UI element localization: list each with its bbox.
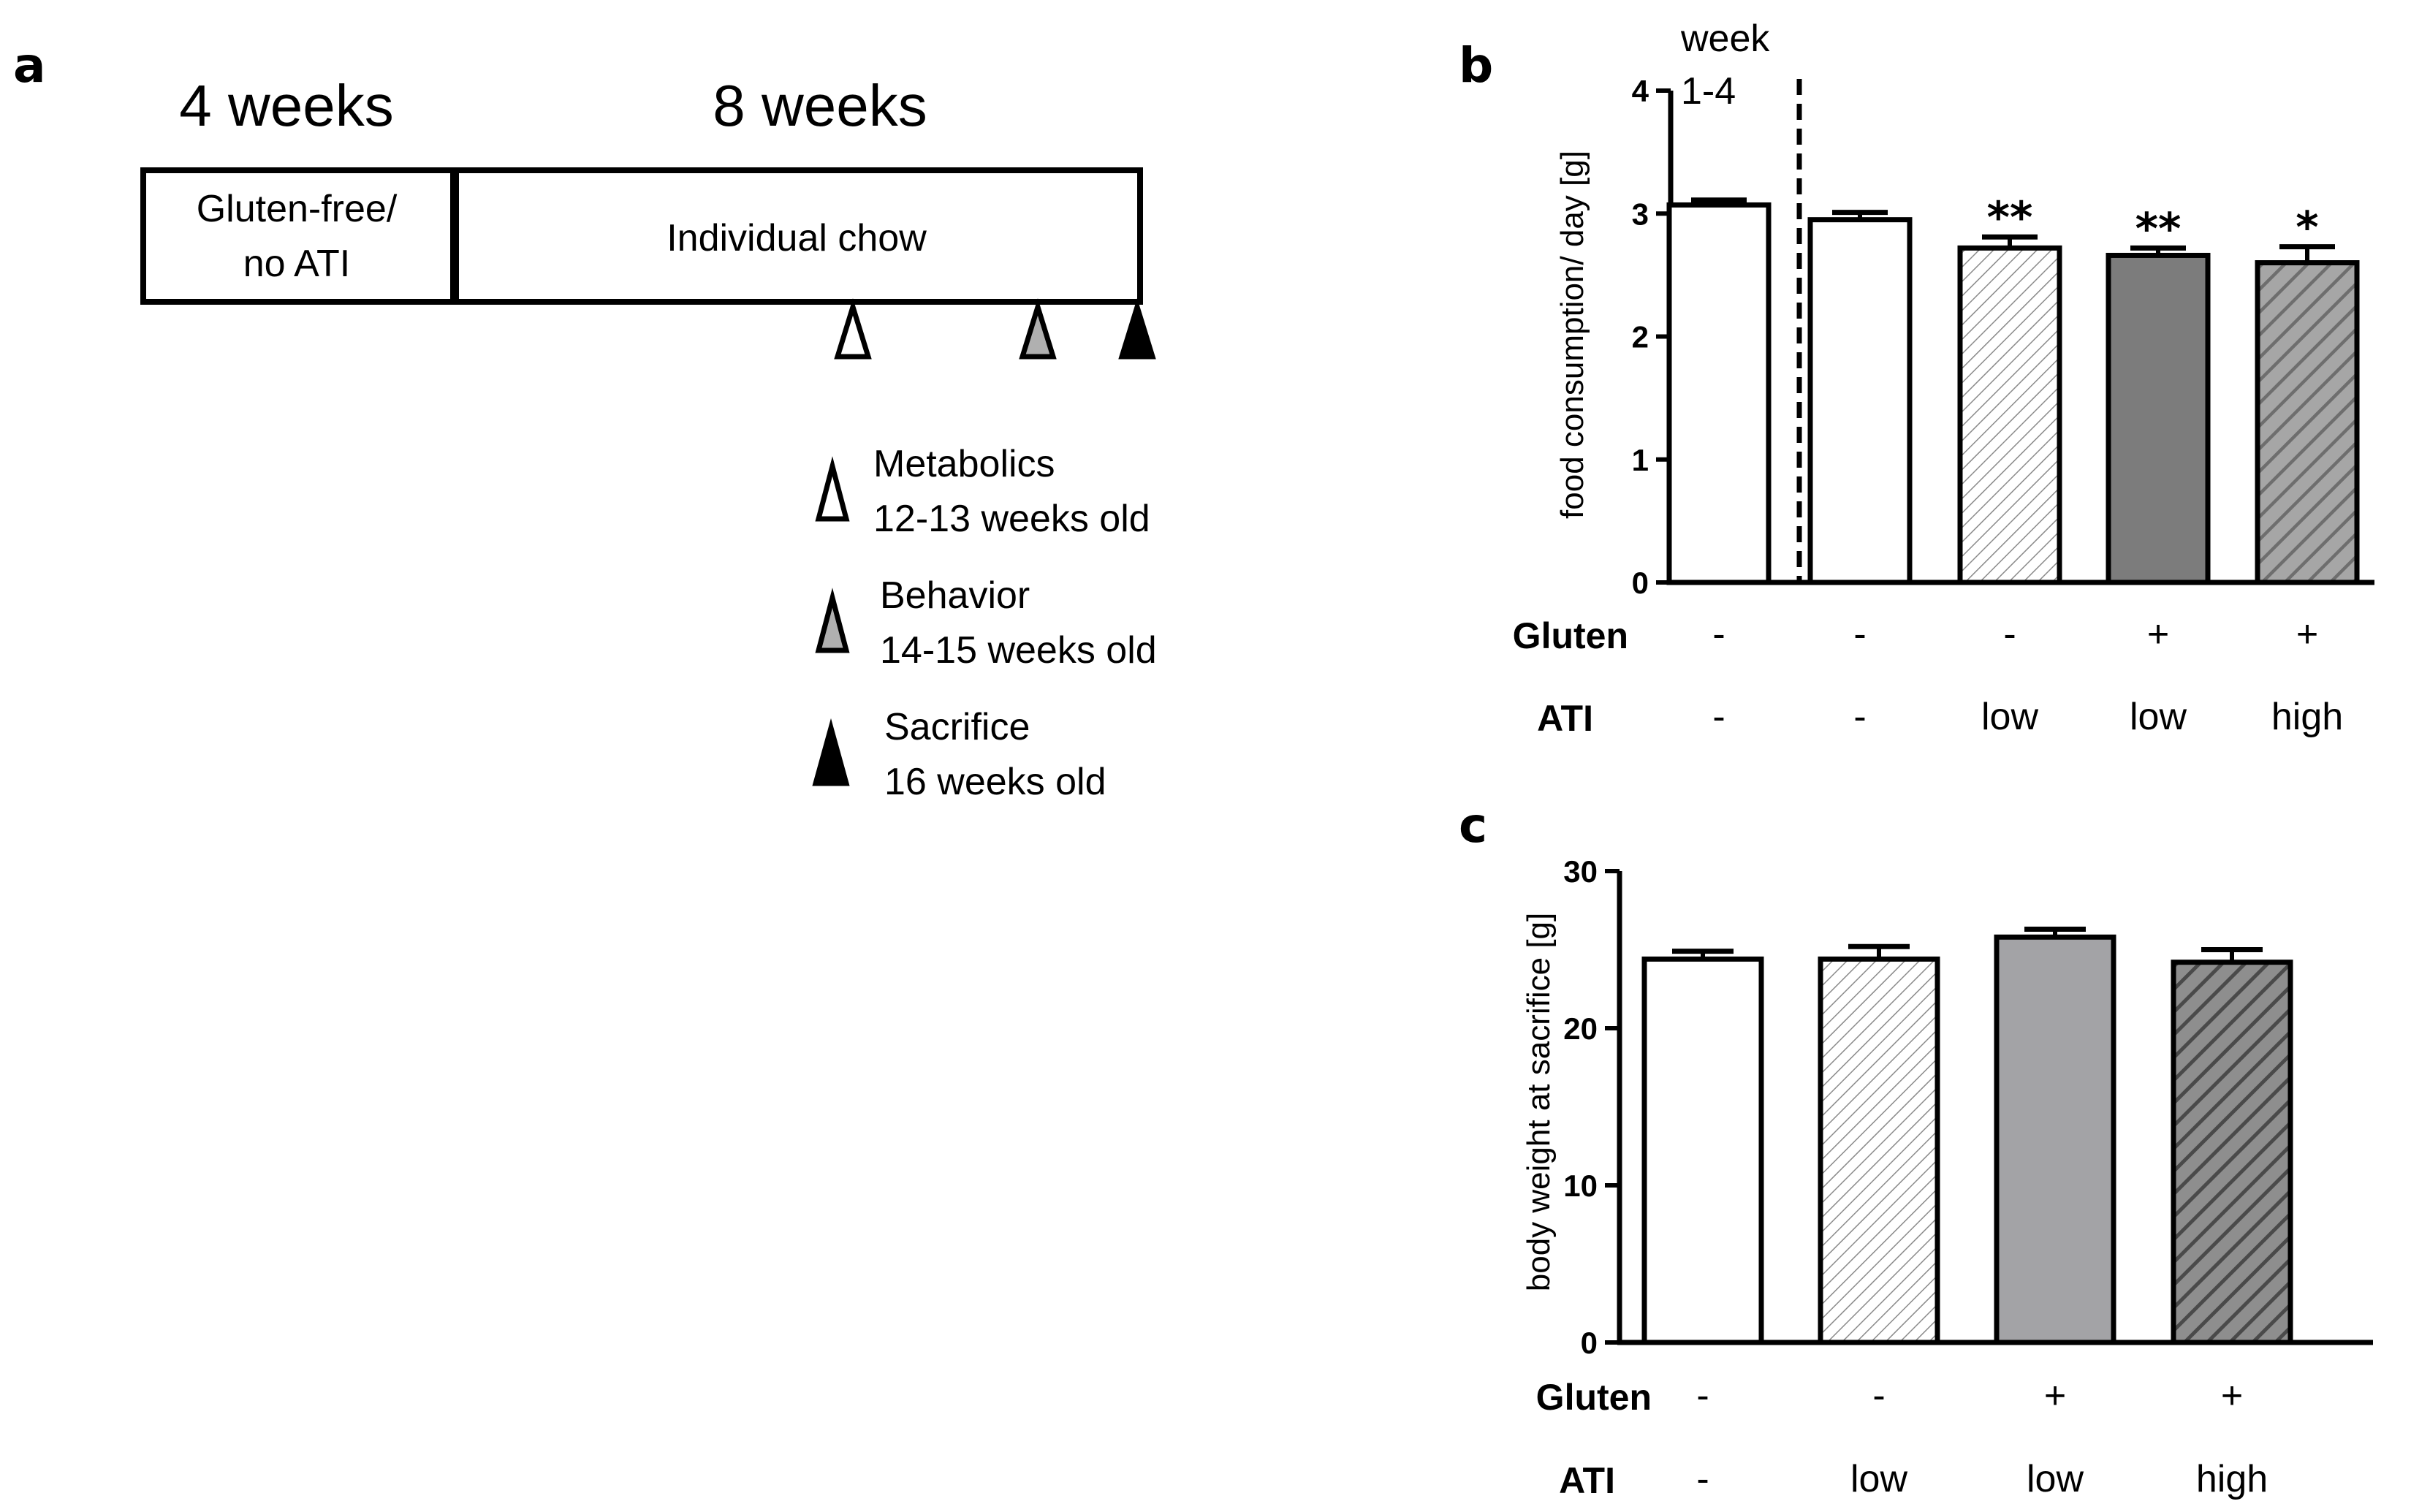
chart-c-ati-row-label: ATI xyxy=(1559,1460,1615,1501)
chart-b-ati-value: low xyxy=(1981,696,2038,738)
chart-c-bar xyxy=(1994,934,2116,1345)
chart-c-ytick-label: 10 xyxy=(1563,1169,1598,1203)
panel-b-label: b xyxy=(1459,37,1493,94)
chart-c-gluten-row-label: Gluten xyxy=(1536,1377,1652,1418)
chart-b-ati-value: low xyxy=(2130,696,2187,738)
chart-b-significance-label: ** xyxy=(2135,203,2182,254)
legend-sacrifice-age: 16 weeks old xyxy=(884,761,1106,803)
chart-c-ati-value: high xyxy=(2196,1458,2268,1500)
chart-c-gluten-value: + xyxy=(2044,1375,2066,1417)
chart-c-bar xyxy=(1818,956,1940,1345)
chart-b-ytick-label: 1 xyxy=(1632,443,1649,477)
box1-line2: no ATI xyxy=(243,243,350,285)
chart-b-bar xyxy=(2106,252,2211,585)
body-weight-chart: c body weight at sacrifice [g] Gluten AT… xyxy=(1459,797,2373,1501)
chart-b-gluten-value: - xyxy=(1853,613,1866,656)
legend-sacrifice-name: Sacrifice xyxy=(884,706,1030,748)
chart-b-ati-value: - xyxy=(1712,696,1725,738)
legend-metabolics-age: 12-13 weeks old xyxy=(873,498,1150,540)
food-consumption-chart: b week 1-4 food consumption/ day [g] Glu… xyxy=(1459,18,2374,739)
behavior-marker-icon xyxy=(1019,298,1057,360)
chart-b-bar xyxy=(1957,245,2062,585)
legend-metabolics-name: Metabolics xyxy=(873,443,1055,485)
timeline-panel: a 4 weeks 8 weeks Gluten-free/ no ATI In… xyxy=(13,37,1157,803)
chart-b-ytick-label: 4 xyxy=(1632,74,1649,108)
legend-behavior-icon xyxy=(815,588,850,653)
chart-b-significance-label: * xyxy=(2296,202,2318,254)
legend-metabolics-icon xyxy=(815,456,850,522)
chart-c-gluten-value: - xyxy=(1696,1375,1709,1417)
chart-b-gluten-value: + xyxy=(2296,613,2318,656)
week-label-line2: 1-4 xyxy=(1681,70,1736,113)
chart-b-bar xyxy=(2255,260,2360,585)
period2-label: 8 weeks xyxy=(713,73,927,138)
chart-c-ati-value: - xyxy=(1696,1458,1709,1500)
chart-c-gluten-value: + xyxy=(2221,1375,2243,1417)
chart-b-bar xyxy=(1666,202,1772,585)
legend-sacrifice-icon xyxy=(812,718,850,786)
week-label-line1: week xyxy=(1680,18,1770,60)
chart-b-gluten-value: + xyxy=(2147,613,2169,656)
chart-c-ytick-label: 30 xyxy=(1563,854,1598,889)
chart-b-ytick-label: 3 xyxy=(1632,197,1649,231)
chart-c-ati-value: low xyxy=(2027,1458,2084,1500)
chart-c-bar xyxy=(1641,956,1764,1345)
legend-behavior-age: 14-15 weeks old xyxy=(880,629,1157,672)
chart-c-ylabel: body weight at sacrifice [g] xyxy=(1521,913,1557,1291)
panel-a-label: a xyxy=(13,37,46,94)
chart-b-gluten-value: - xyxy=(2003,613,2016,656)
chart-b-gluten-value: - xyxy=(1712,613,1725,656)
chart-b-ati-value: - xyxy=(1853,696,1866,738)
chart-b-ati-value: high xyxy=(2271,696,2343,738)
metabolics-marker-icon xyxy=(834,298,872,360)
chart-b-gluten-row-label: Gluten xyxy=(1513,615,1628,656)
chart-c-ytick-label: 0 xyxy=(1581,1326,1598,1360)
timeline-box-individual-chow xyxy=(453,167,1143,305)
period1-label: 4 weeks xyxy=(179,73,393,138)
timeline-legend: Metabolics 12-13 weeks old Behavior 14-1… xyxy=(812,443,1157,803)
box1-line1: Gluten-free/ xyxy=(197,188,398,230)
legend-behavior-name: Behavior xyxy=(880,574,1030,617)
sacrifice-marker-icon xyxy=(1118,298,1156,360)
chart-b-ylabel: food consumption/ day [g] xyxy=(1554,151,1590,519)
box2-text: Individual chow xyxy=(667,217,927,259)
chart-c-ytick-label: 20 xyxy=(1563,1011,1598,1046)
chart-c-bar xyxy=(2171,960,2293,1345)
chart-b-bar xyxy=(1807,217,1913,585)
chart-b-significance-label: ** xyxy=(1987,192,2033,243)
chart-b-ati-row-label: ATI xyxy=(1537,698,1593,739)
chart-c-gluten-value: - xyxy=(1872,1375,1885,1417)
chart-b-ytick-label: 2 xyxy=(1632,320,1649,354)
chart-b-ytick-label: 0 xyxy=(1632,566,1649,600)
chart-c-ati-value: low xyxy=(1850,1458,1907,1500)
panel-c-label: c xyxy=(1459,797,1487,854)
